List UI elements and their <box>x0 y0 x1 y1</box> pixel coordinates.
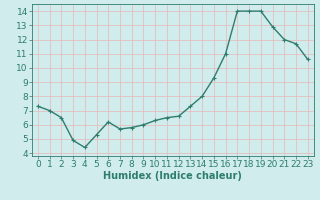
X-axis label: Humidex (Indice chaleur): Humidex (Indice chaleur) <box>103 171 242 181</box>
